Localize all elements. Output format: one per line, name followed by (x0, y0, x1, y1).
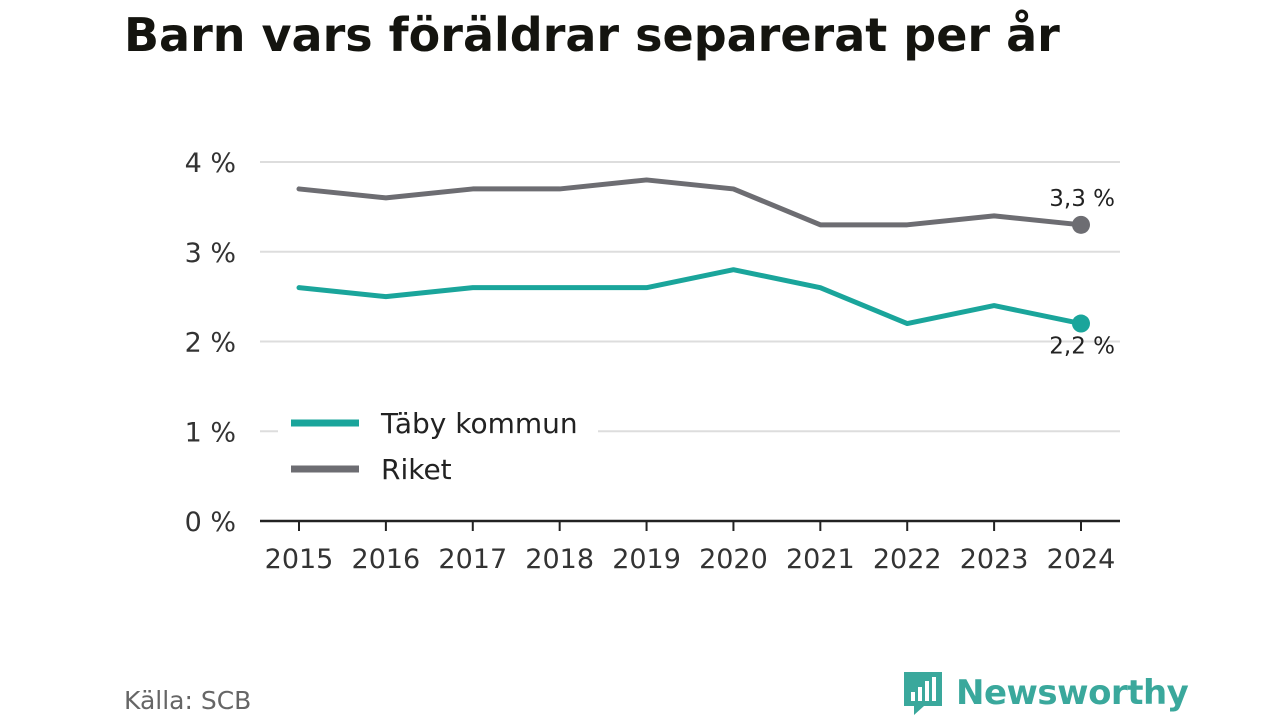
data-labels: 2,2 % 3,3 % (1049, 186, 1115, 360)
x-tick-label: 2022 (873, 544, 942, 575)
y-axis-ticks: 0 % 1 % 2 % 3 % 4 % (185, 148, 236, 538)
x-tick-label: 2017 (438, 544, 507, 575)
series-line (296, 267, 1084, 327)
y-tick-label: 0 % (185, 507, 236, 538)
newsworthy-logo: Newsworthy (902, 670, 1189, 716)
x-axis: 2015 2016 2017 2018 2019 2020 2021 2022 2023 2024 (260, 519, 1120, 575)
newsworthy-logo-icon (904, 672, 942, 715)
x-tick-label: 2020 (699, 544, 768, 575)
x-tick-label: 2019 (612, 544, 681, 575)
end-marker (1072, 314, 1090, 333)
x-tick-label: 2015 (265, 544, 334, 575)
x-tick-label: 2016 (352, 544, 421, 575)
x-tick-label: 2024 (1047, 544, 1116, 575)
legend-background (278, 398, 598, 493)
chart-title: Barn vars föräldrar separerat per år (124, 8, 1060, 62)
x-tick-label: 2023 (960, 544, 1029, 575)
series-line (296, 177, 1084, 228)
brand-name: Newsworthy (956, 673, 1189, 713)
y-tick-label: 3 % (185, 238, 236, 269)
series-layer (296, 177, 1090, 333)
y-tick-label: 2 % (185, 328, 236, 359)
end-value-label: 2,2 % (1049, 334, 1115, 360)
end-marker (1072, 215, 1090, 234)
source-note: Källa: SCB (124, 686, 252, 715)
legend-label: Riket (381, 453, 452, 486)
end-value-label: 3,3 % (1049, 186, 1115, 212)
x-tick-label: 2021 (786, 544, 855, 575)
y-tick-label: 4 % (185, 148, 236, 179)
y-tick-label: 1 % (185, 417, 236, 448)
legend-label: Täby kommun (380, 407, 578, 440)
x-tick-label: 2018 (525, 544, 594, 575)
legend: Täby kommun Riket (278, 398, 598, 493)
